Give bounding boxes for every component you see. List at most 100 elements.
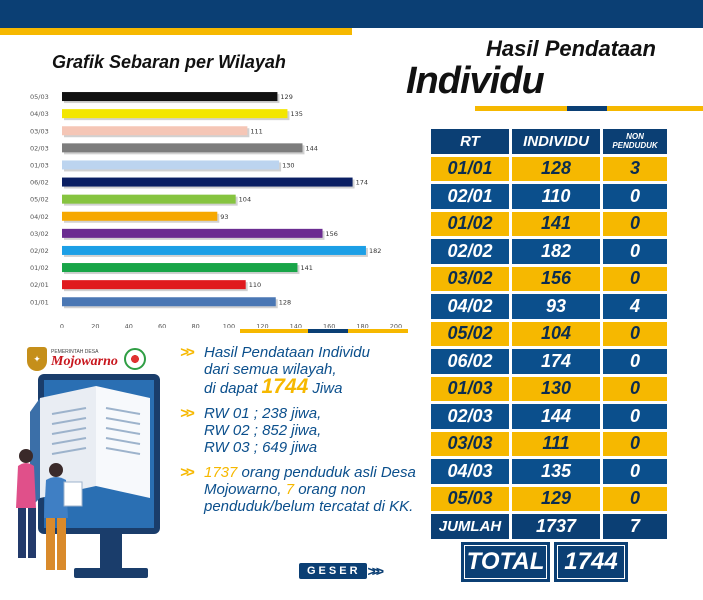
table-row: 02/03 144 0 xyxy=(431,404,667,429)
tick-label: 60 xyxy=(158,322,166,328)
header-rt: RT xyxy=(431,129,509,154)
bar xyxy=(62,126,248,136)
stat-rw01: RW 01 ; 238 jiwa, xyxy=(204,405,322,422)
bar xyxy=(62,280,246,290)
table-row: 04/03 135 0 xyxy=(431,459,667,484)
category-label: 02/02 xyxy=(30,247,49,255)
value-label: 93 xyxy=(220,213,228,221)
tick-label: 120 xyxy=(256,322,268,328)
value-label: 110 xyxy=(249,281,261,289)
geser-button[interactable]: GESER >>> xyxy=(299,562,389,580)
book-illustration xyxy=(16,374,160,578)
bar xyxy=(62,194,236,204)
data-table: RT INDIVIDU NON PENDUDUK 01/01 128 3 02/01… xyxy=(428,126,670,542)
tick-label: 140 xyxy=(290,322,302,328)
chevron-right-icon: >> xyxy=(180,405,194,422)
bar xyxy=(62,211,218,221)
value-label: 156 xyxy=(326,230,338,238)
bar xyxy=(62,263,298,273)
stats-panel: >> Hasil Pendataan Individu dari semua w… xyxy=(180,344,420,523)
bar xyxy=(62,297,276,307)
stat-line: dari semua wilayah, xyxy=(204,361,337,378)
table-row: 03/02 156 0 xyxy=(431,266,667,291)
hasil-title: Hasil Pendataan xyxy=(486,36,656,61)
category-label: 02/01 xyxy=(30,281,49,289)
category-label: 05/03 xyxy=(30,93,49,101)
table-row: 02/02 182 0 xyxy=(431,239,667,264)
shield-icon: ✦ xyxy=(27,347,47,371)
stat-line: 1737 orang penduduk asli Desa Mojowarno,… xyxy=(204,464,416,515)
value-label: 104 xyxy=(239,196,251,204)
stat-rw: >> RW 01 ; 238 jiwa, RW 02 ; 852 jiwa, R… xyxy=(180,405,420,456)
tick-label: 0 xyxy=(60,322,64,328)
bar xyxy=(62,92,278,102)
tick-label: 100 xyxy=(223,322,235,328)
value-label: 135 xyxy=(290,110,302,118)
stat-total: >> Hasil Pendataan Individu dari semua w… xyxy=(180,344,420,397)
value-label: 144 xyxy=(305,144,317,152)
category-label: 03/03 xyxy=(30,127,49,135)
bar xyxy=(62,143,303,153)
category-label: 04/02 xyxy=(30,213,49,221)
tick-label: 200 xyxy=(390,322,402,328)
stat-rw02: RW 02 ; 852 jiwa, xyxy=(204,422,322,439)
bar xyxy=(62,109,288,119)
logo-name: Mojowarno xyxy=(51,354,118,369)
chart-title: Grafik Sebaran per Wilayah xyxy=(52,52,286,72)
bar xyxy=(62,228,323,238)
value-label: 128 xyxy=(279,298,291,306)
total-box: TOTAL 1744 xyxy=(461,542,628,582)
header-non-penduduk: NON PENDUDUK xyxy=(603,129,667,154)
category-label: 01/02 xyxy=(30,264,49,272)
tick-label: 160 xyxy=(323,322,335,328)
bar xyxy=(62,177,353,187)
top-bar xyxy=(0,0,703,28)
chart-underline xyxy=(240,329,408,333)
table-row: 02/01 110 0 xyxy=(431,184,667,209)
top-accent-bar xyxy=(0,28,352,35)
bar xyxy=(62,245,366,255)
table-row: 05/02 104 0 xyxy=(431,321,667,346)
mojowarno-logo: ✦ PEMERINTAH DESA Mojowarno xyxy=(27,345,162,373)
category-label: 04/03 xyxy=(30,110,49,118)
tick-label: 80 xyxy=(191,322,199,328)
table-row: 05/03 129 0 xyxy=(431,486,667,511)
table-total-row: JUMLAH 1737 7 xyxy=(431,514,667,539)
category-label: 01/03 xyxy=(30,161,49,169)
table-row: 04/02 93 4 xyxy=(431,294,667,319)
header-individu: INDIVIDU xyxy=(512,129,600,154)
bar-chart: 05/03 129 04/03 135 03/03 111 02/03 144 01/03 130… xyxy=(30,92,402,328)
value-label: 174 xyxy=(356,179,368,187)
geser-label: GESER xyxy=(299,563,367,579)
individu-title: Individu xyxy=(406,60,545,102)
title-underline xyxy=(475,106,703,111)
emblem-icon xyxy=(123,348,146,370)
tick-label: 20 xyxy=(91,322,99,328)
stat-line: Hasil Pendataan Individu xyxy=(204,344,370,361)
value-label: 129 xyxy=(280,93,292,101)
stat-penduduk: >> 1737 orang penduduk asli Desa Mojowar… xyxy=(180,464,420,515)
total-value: 1744 xyxy=(554,542,628,582)
tick-label: 40 xyxy=(125,322,133,328)
category-label: 02/03 xyxy=(30,144,49,152)
category-label: 05/02 xyxy=(30,196,49,204)
chevron-right-icon: >> xyxy=(180,344,194,361)
stat-line: di dapat 1744 Jiwa xyxy=(204,375,343,398)
value-label: 111 xyxy=(250,127,262,135)
table-row: 01/02 141 0 xyxy=(431,211,667,236)
chevron-right-icon: >> xyxy=(180,464,194,481)
logo-small-text: PEMERINTAH DESA xyxy=(51,349,99,355)
category-label: 06/02 xyxy=(30,179,49,187)
table-row: 06/02 174 0 xyxy=(431,349,667,374)
bar xyxy=(62,160,280,170)
category-label: 01/01 xyxy=(30,298,49,306)
tick-label: 180 xyxy=(356,322,368,328)
category-label: 03/02 xyxy=(30,230,49,238)
stat-rw03: RW 03 ; 649 jiwa xyxy=(204,439,318,456)
value-label: 130 xyxy=(282,161,294,169)
total-label: TOTAL xyxy=(461,542,550,582)
chevron-right-icon: >>> xyxy=(367,563,384,579)
value-label: 141 xyxy=(300,264,312,272)
table-row: 03/03 111 0 xyxy=(431,431,667,456)
table-row: 01/01 128 3 xyxy=(431,156,667,181)
